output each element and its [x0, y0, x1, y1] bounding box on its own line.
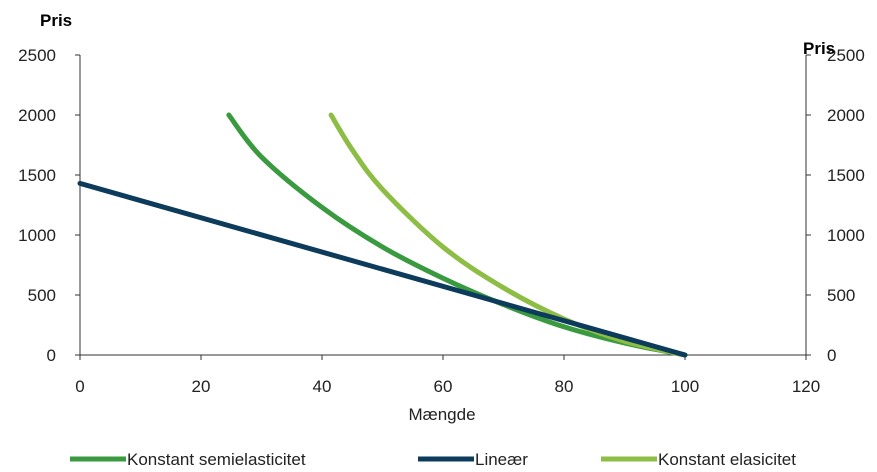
legend-item-konstant-elasicitet: Konstant elasicitet [601, 450, 796, 469]
axes [79, 55, 807, 356]
legend-label: Lineær [475, 450, 528, 469]
x-tick-label: 40 [313, 377, 332, 396]
legend-label: Konstant elasicitet [658, 450, 796, 469]
y-tick-label-left: 500 [28, 286, 56, 305]
y-tick-label-left: 1500 [18, 166, 56, 185]
y-axis-right-title: Pris [803, 39, 835, 58]
x-axis-title: Mængde [408, 405, 475, 424]
series-line-konstant-semielasticitet [226, 112, 688, 358]
x-tick-label: 100 [671, 377, 699, 396]
x-tick-label: 120 [792, 377, 820, 396]
legend: Konstant semielasticitet Lineær Konstant… [70, 450, 796, 469]
y-tick-label-left: 2000 [18, 106, 56, 125]
legend-label: Konstant semielasticitet [127, 450, 306, 469]
legend-item-konstant-semielasticitet: Konstant semielasticitet [70, 450, 306, 469]
series-line-linear [77, 180, 688, 358]
x-tick-label: 80 [555, 377, 574, 396]
x-tick-label: 20 [192, 377, 211, 396]
y-tick-label-right: 2500 [827, 46, 865, 65]
y-tick-label-right: 1000 [827, 226, 865, 245]
x-tick-label: 0 [75, 377, 84, 396]
series-line-konstant-elasicitet [328, 112, 688, 358]
y-tick-label-right: 2000 [827, 106, 865, 125]
y-tick-label-right: 1500 [827, 166, 865, 185]
x-tick-label: 60 [434, 377, 453, 396]
y-tick-label-left: 0 [47, 346, 56, 365]
series-lines [77, 112, 688, 358]
legend-item-linear: Lineær [418, 450, 528, 469]
y-tick-label-left: 2500 [18, 46, 56, 65]
y-tick-label-right: 500 [827, 286, 855, 305]
y-tick-label-left: 1000 [18, 226, 56, 245]
y-tick-label-right: 0 [827, 346, 836, 365]
y-axis-left-title: Pris [40, 11, 72, 30]
